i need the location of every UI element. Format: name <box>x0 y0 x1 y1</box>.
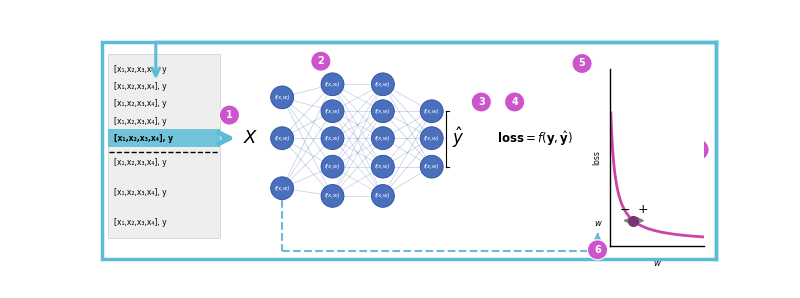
Text: 7: 7 <box>695 145 702 155</box>
Text: f(x,w): f(x,w) <box>274 95 290 100</box>
Circle shape <box>471 92 491 112</box>
Text: 5: 5 <box>578 58 586 69</box>
Text: f(x,w): f(x,w) <box>424 136 439 141</box>
Text: f(x,w): f(x,w) <box>424 109 439 114</box>
Text: f(x,w): f(x,w) <box>325 193 340 198</box>
Text: f(x,w): f(x,w) <box>375 109 390 114</box>
Text: loss: loss <box>592 150 601 164</box>
Circle shape <box>270 86 294 109</box>
Circle shape <box>572 53 592 74</box>
Text: 3: 3 <box>478 97 485 107</box>
Text: [x₁,x₂,x₃,x₄], y: [x₁,x₂,x₃,x₄], y <box>114 100 166 108</box>
Circle shape <box>587 240 608 260</box>
Circle shape <box>219 105 239 125</box>
Circle shape <box>505 92 525 112</box>
Text: f(x,w): f(x,w) <box>375 136 390 141</box>
Text: f(x,w): f(x,w) <box>375 164 390 169</box>
Text: f(x,w): f(x,w) <box>325 82 340 87</box>
Circle shape <box>687 139 709 161</box>
Text: [x₁,x₂,x₃,x₄], y: [x₁,x₂,x₃,x₄], y <box>114 82 166 91</box>
Text: 6: 6 <box>594 245 601 255</box>
Text: [x₁,x₂,x₃,x₄], y: [x₁,x₂,x₃,x₄], y <box>114 134 173 143</box>
Text: f(x,w): f(x,w) <box>325 164 340 169</box>
Circle shape <box>371 127 394 150</box>
Circle shape <box>310 51 331 71</box>
Text: 1: 1 <box>226 110 233 120</box>
Circle shape <box>321 184 344 207</box>
Text: [x₁,x₂,x₃,x₄], y: [x₁,x₂,x₃,x₄], y <box>114 65 166 74</box>
Text: w: w <box>594 219 601 228</box>
Circle shape <box>420 155 443 178</box>
Circle shape <box>321 73 344 96</box>
Text: $\mathbf{loss} = \mathit{f}(\mathbf{y}, \hat{\mathbf{y}})$: $\mathbf{loss} = \mathit{f}(\mathbf{y}, … <box>497 129 573 148</box>
Circle shape <box>270 127 294 150</box>
Text: f(x,w): f(x,w) <box>375 193 390 198</box>
Circle shape <box>371 100 394 122</box>
Text: $\hat{y}$: $\hat{y}$ <box>453 126 465 150</box>
Text: 2: 2 <box>318 56 324 66</box>
Circle shape <box>420 100 443 122</box>
Text: w: w <box>654 259 660 268</box>
Text: f(x,w): f(x,w) <box>274 136 290 141</box>
Circle shape <box>321 100 344 122</box>
Circle shape <box>371 73 394 96</box>
Text: f(x,w): f(x,w) <box>375 82 390 87</box>
Text: f(x,w): f(x,w) <box>424 164 439 169</box>
Circle shape <box>371 184 394 207</box>
Text: $-$: $-$ <box>618 204 630 216</box>
Text: $\mathit{X}$: $\mathit{X}$ <box>242 129 258 147</box>
Circle shape <box>371 155 394 178</box>
Text: [x₁,x₂,x₃,x₄], y: [x₁,x₂,x₃,x₄], y <box>114 188 166 197</box>
Circle shape <box>321 127 344 150</box>
Circle shape <box>321 155 344 178</box>
Circle shape <box>420 127 443 150</box>
Circle shape <box>270 177 294 200</box>
FancyBboxPatch shape <box>108 54 220 238</box>
Text: f(x,w): f(x,w) <box>274 186 290 191</box>
Text: [x₁,x₂,x₃,x₄], y: [x₁,x₂,x₃,x₄], y <box>114 158 166 167</box>
Text: f(x,w): f(x,w) <box>325 109 340 114</box>
Text: f(x,w): f(x,w) <box>325 136 340 141</box>
FancyBboxPatch shape <box>108 129 220 147</box>
Text: 4: 4 <box>511 97 518 107</box>
Text: [x₁,x₂,x₃,x₄], y: [x₁,x₂,x₃,x₄], y <box>114 117 166 125</box>
Text: $+$: $+$ <box>637 204 648 216</box>
Text: [x₁,x₂,x₃,x₄], y: [x₁,x₂,x₃,x₄], y <box>114 218 166 227</box>
